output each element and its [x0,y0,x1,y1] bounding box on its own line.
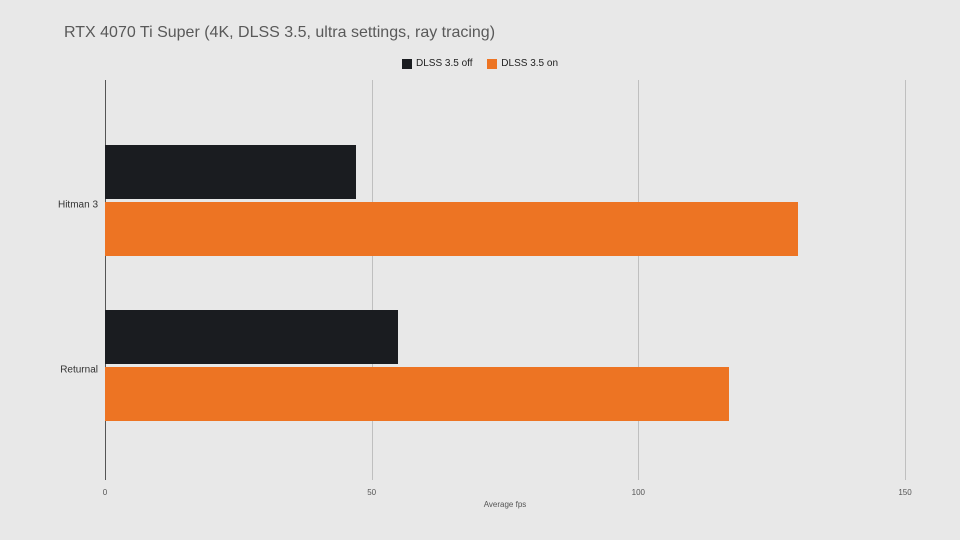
bar-returnal-off [105,310,398,364]
gridline [905,80,906,480]
x-tick: 50 [367,488,376,497]
legend-item-off: DLSS 3.5 off [402,58,473,69]
legend-label-on: DLSS 3.5 on [501,58,558,69]
x-tick: 0 [103,488,107,497]
plot-area: 0 50 100 150 [105,80,905,480]
chart-title: RTX 4070 Ti Super (4K, DLSS 3.5, ultra s… [64,24,495,42]
x-axis-label: Average fps [105,500,905,509]
bar-hitman3-on [105,202,798,256]
x-tick: 150 [898,488,911,497]
category-label-hitman3: Hitman 3 [58,200,98,211]
legend: DLSS 3.5 off DLSS 3.5 on [0,58,960,72]
category-label-returnal: Returnal [60,365,98,376]
legend-label-off: DLSS 3.5 off [416,58,473,69]
legend-item-on: DLSS 3.5 on [487,58,558,69]
legend-swatch-off [402,59,412,69]
x-tick: 100 [632,488,645,497]
bar-returnal-on [105,367,729,421]
bar-hitman3-off [105,145,356,199]
legend-swatch-on [487,59,497,69]
